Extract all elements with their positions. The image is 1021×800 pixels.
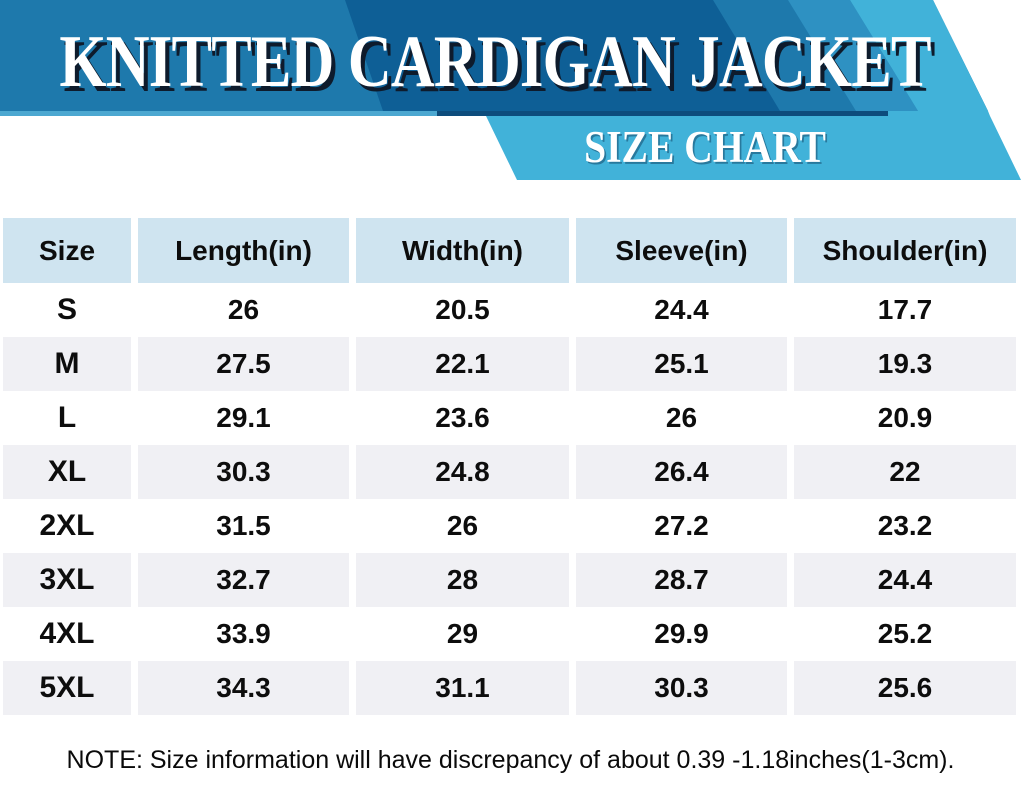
table-row-m: M 27.5 22.1 25.1 19.3: [3, 337, 1018, 391]
table-body: S 26 20.5 24.4 17.7 M 27.5 22.1 25.1 19.3 L 29.1 23.…: [3, 283, 1018, 715]
measurement-value: 30.3: [576, 661, 787, 715]
column-header-shoulder-in: Shoulder(in): [794, 218, 1016, 283]
size-chart-band: [486, 116, 1021, 180]
measurement-value: 27.2: [576, 499, 787, 553]
size-label: M: [3, 337, 131, 391]
column-header-width-in: Width(in): [356, 218, 569, 283]
measurement-value: 22.1: [356, 337, 569, 391]
measurement-value: 17.7: [794, 283, 1016, 337]
measurement-value: 25.1: [576, 337, 787, 391]
banner-mid-stripe: [788, 0, 918, 111]
table-row-s: S 26 20.5 24.4 17.7: [3, 283, 1018, 337]
size-table: Size Length(in) Width(in) Sleeve(in) Shoulde…: [3, 218, 1018, 715]
measurement-value: 24.4: [576, 283, 787, 337]
banner-fold-navy: [437, 111, 888, 116]
measurement-value: 25.6: [794, 661, 1016, 715]
measurement-value: 28.7: [576, 553, 787, 607]
measurement-value: 29.1: [138, 391, 349, 445]
size-label: 5XL: [3, 661, 131, 715]
measurement-value: 23.6: [356, 391, 569, 445]
table-row-l: L 29.1 23.6 26 20.9: [3, 391, 1018, 445]
size-label: L: [3, 391, 131, 445]
measurement-value: 24.4: [794, 553, 1016, 607]
measurement-value: 24.8: [356, 445, 569, 499]
measurement-value: 28: [356, 553, 569, 607]
table-row-4xl: 4XL 33.9 29 29.9 25.2: [3, 607, 1018, 661]
table-row-xl: XL 30.3 24.8 26.4 22: [3, 445, 1018, 499]
measurement-value: 26.4: [576, 445, 787, 499]
measurement-value: 20.5: [356, 283, 569, 337]
table-row-5xl: 5XL 34.3 31.1 30.3 25.6: [3, 661, 1018, 715]
column-header-size: Size: [3, 218, 131, 283]
size-label: 3XL: [3, 553, 131, 607]
size-label: S: [3, 283, 131, 337]
size-label: XL: [3, 445, 131, 499]
measurement-value: 31.5: [138, 499, 349, 553]
column-header-sleeve-in: Sleeve(in): [576, 218, 787, 283]
measurement-value: 27.5: [138, 337, 349, 391]
table-row-2xl: 2XL 31.5 26 27.2 23.2: [3, 499, 1018, 553]
measurement-value: 22: [794, 445, 1016, 499]
banner-light-stripe: [850, 0, 988, 111]
measurement-value: 29.9: [576, 607, 787, 661]
measurement-value: 32.7: [138, 553, 349, 607]
header-banner: KNITTED CARDIGAN JACKET SIZE CHART: [0, 0, 1021, 185]
column-header-length-in: Length(in): [138, 218, 349, 283]
measurement-value: 33.9: [138, 607, 349, 661]
measurement-value: 25.2: [794, 607, 1016, 661]
measurement-value: 34.3: [138, 661, 349, 715]
measurement-value: 26: [356, 499, 569, 553]
banner-ribbon-graphic: [0, 0, 1021, 180]
measurement-value: 26: [138, 283, 349, 337]
table-row-3xl: 3XL 32.7 28 28.7 24.4: [3, 553, 1018, 607]
banner-dark-stripe: [345, 0, 780, 111]
measurement-value: 23.2: [794, 499, 1016, 553]
size-label: 4XL: [3, 607, 131, 661]
size-chart-label: SIZE CHART: [584, 122, 826, 172]
measurement-value: 31.1: [356, 661, 569, 715]
measurement-value: 19.3: [794, 337, 1016, 391]
table-header-row: Size Length(in) Width(in) Sleeve(in) Shoulde…: [3, 218, 1018, 283]
size-label: 2XL: [3, 499, 131, 553]
discrepancy-note: NOTE: Size information will have discrep…: [66, 745, 955, 774]
measurement-value: 20.9: [794, 391, 1016, 445]
banner-fold-light: [0, 111, 437, 116]
measurement-value: 26: [576, 391, 787, 445]
page-title: KNITTED CARDIGAN JACKET: [59, 20, 931, 103]
measurement-value: 30.3: [138, 445, 349, 499]
measurement-value: 29: [356, 607, 569, 661]
banner-fold-right: [888, 111, 990, 116]
